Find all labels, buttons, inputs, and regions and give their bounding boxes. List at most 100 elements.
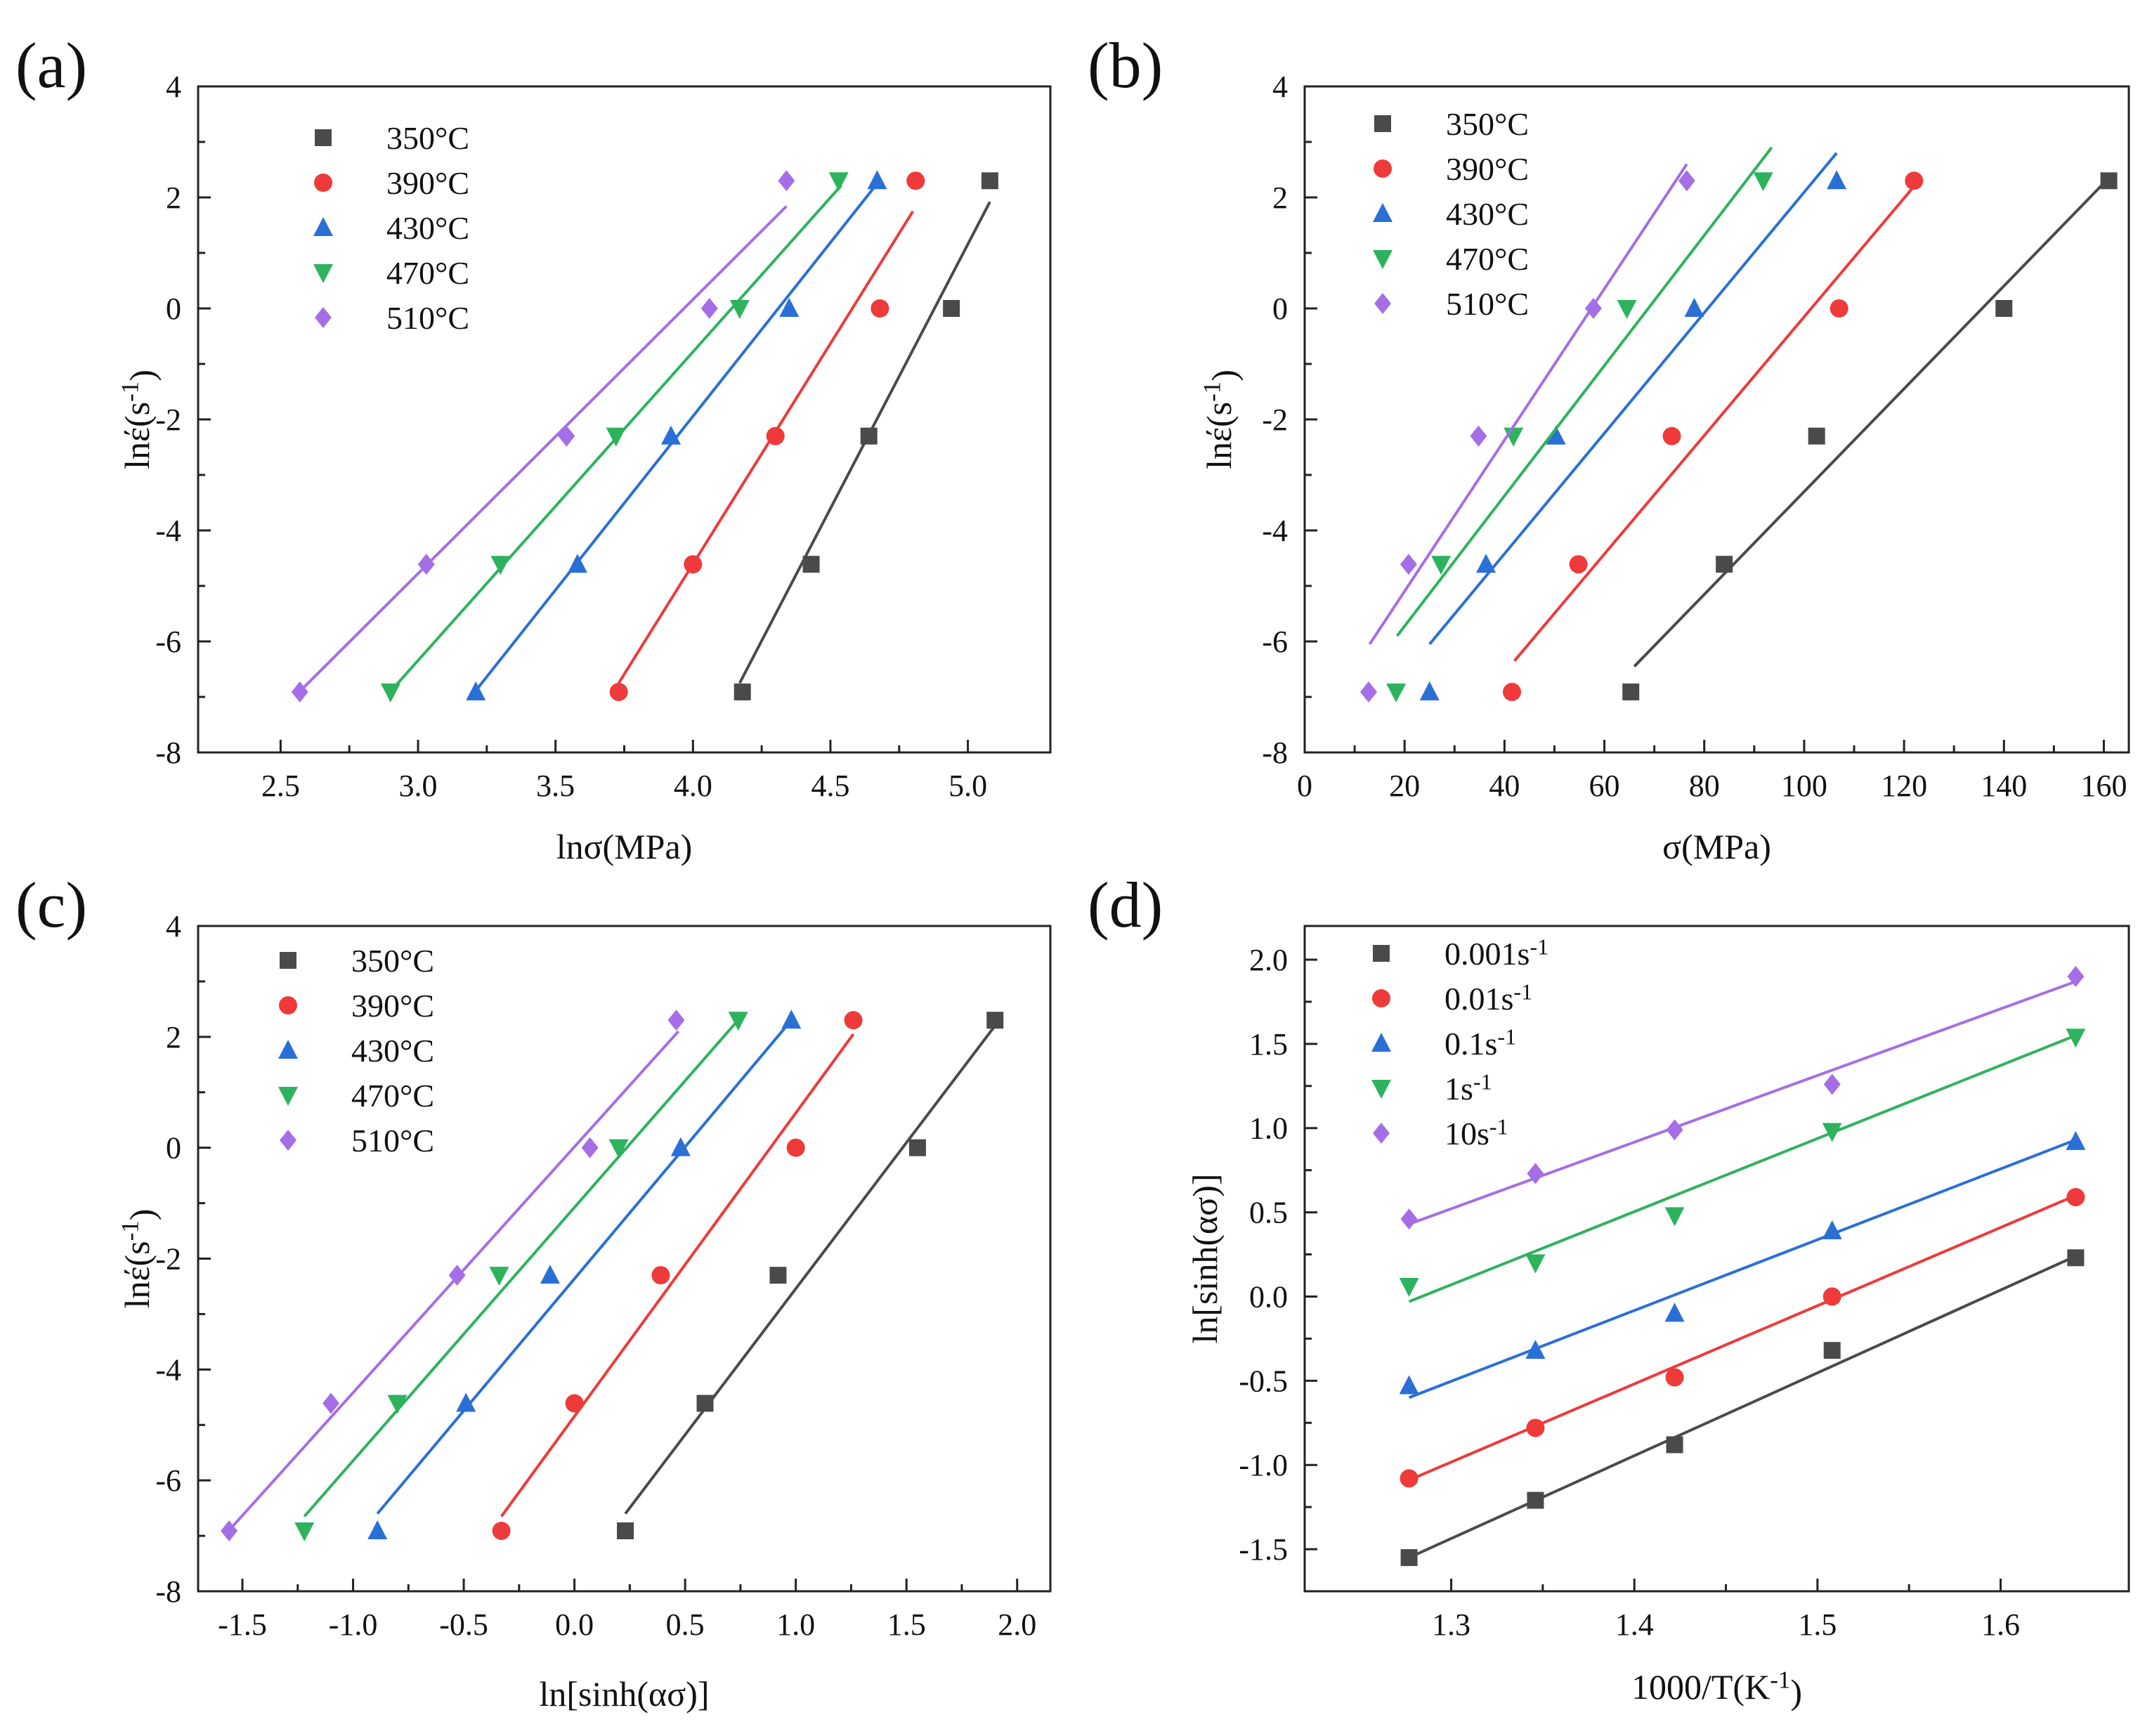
chart-panel-2: (b) 0 20 40 60 80 100 120 140 160 -8 -6 -4 -2 0 2 4 σ(MPa… — [1088, 30, 2130, 866]
legend-marker — [1371, 1033, 1391, 1052]
series-3 — [466, 170, 887, 700]
x-axis-title: lnσ(MPa) — [556, 827, 693, 866]
data-point — [1666, 1119, 1683, 1141]
series-3 — [367, 1010, 802, 1539]
data-point — [728, 1012, 748, 1031]
data-point — [786, 1138, 805, 1157]
data-point — [492, 1521, 511, 1540]
x-tick-label: 60 — [1589, 769, 1620, 803]
y-tick-label: 4 — [166, 70, 181, 104]
data-point — [1830, 299, 1848, 318]
x-tick-label: 2.0 — [998, 1607, 1036, 1642]
data-point — [448, 1265, 466, 1286]
x-tick-label: 1.5 — [1798, 1607, 1837, 1642]
data-point — [684, 555, 703, 574]
data-point — [2066, 1187, 2085, 1206]
legend-label: 470°C — [386, 255, 469, 291]
data-point — [1584, 298, 1602, 319]
data-point — [1823, 1073, 1841, 1095]
data-point — [1431, 556, 1452, 575]
legend-marker — [1373, 250, 1393, 269]
series-2 — [1400, 1187, 2085, 1488]
fit-line — [376, 1019, 793, 1515]
data-point — [1476, 554, 1496, 573]
data-point — [322, 1392, 340, 1414]
y-tick-label: 2 — [166, 1020, 181, 1055]
data-point — [781, 1010, 802, 1029]
data-point — [581, 1137, 599, 1159]
series-4 — [294, 1012, 748, 1541]
data-point — [1666, 1436, 1683, 1454]
data-point — [608, 1139, 629, 1159]
x-tick-label: 40 — [1489, 769, 1520, 803]
y-tick-label: 2.0 — [1249, 943, 1288, 977]
fit-line — [617, 210, 915, 684]
plot-frame — [1303, 925, 2130, 1593]
data-point — [729, 300, 750, 319]
data-point — [828, 172, 849, 192]
data-point — [908, 1139, 926, 1156]
series-2 — [492, 1011, 863, 1540]
y-axis-title: lnέ(s-1) — [116, 370, 162, 469]
legend-marker — [280, 1130, 296, 1151]
legend-marker — [1374, 159, 1392, 178]
data-point — [1503, 682, 1522, 701]
y-tick-label: -4 — [1262, 514, 1288, 548]
y-tick-label: -6 — [155, 625, 181, 659]
legend-label: 0.001s-1 — [1445, 934, 1548, 972]
legend-marker — [1374, 115, 1391, 132]
fit-line — [1633, 176, 2110, 667]
y-tick-label: -1.5 — [1239, 1532, 1288, 1567]
y-tick-label: 0.0 — [1249, 1279, 1288, 1314]
data-point — [1527, 1163, 1544, 1184]
series-5 — [1400, 965, 2085, 1230]
data-point — [778, 170, 795, 192]
data-point — [1822, 1287, 1841, 1306]
data-point — [1905, 171, 1924, 190]
panel-label: (c) — [15, 869, 87, 941]
legend-label: 0.01s-1 — [1445, 979, 1532, 1017]
x-tick-label: 160 — [2080, 769, 2127, 803]
fit-line — [1428, 152, 1838, 646]
data-point — [870, 299, 889, 318]
data-point — [667, 1010, 685, 1031]
data-point — [1827, 170, 1847, 190]
legend-marker — [278, 1040, 298, 1059]
data-point — [1386, 683, 1407, 703]
x-tick-label: 20 — [1389, 769, 1420, 803]
y-tick-label: -2 — [155, 1242, 181, 1277]
x-axis-title: 1000/T(K-1) — [1631, 1666, 1802, 1711]
y-axis-title: lnέ(s-1) — [1198, 370, 1244, 469]
data-point — [769, 1267, 787, 1284]
fit-line — [1408, 980, 2077, 1226]
data-point — [1569, 555, 1588, 574]
legend-label: 510°C — [386, 300, 469, 336]
series-1 — [1400, 1249, 2085, 1567]
legend-label: 470°C — [1446, 241, 1529, 277]
data-point — [943, 300, 960, 317]
legend-marker — [279, 996, 297, 1014]
x-tick-label: 0.5 — [666, 1607, 705, 1642]
fit-line — [299, 205, 788, 693]
legend-marker — [315, 129, 332, 146]
data-point — [2067, 965, 2085, 987]
chart-panel-3: (c) -1.5 -1.0 -0.5 0.0 0.5 1.0 1.5 2.0 -8 -6 -4 -2 0 2… — [15, 869, 1052, 1714]
fit-line — [303, 1016, 742, 1518]
x-tick-label: 120 — [1881, 769, 1927, 803]
data-point — [387, 1395, 407, 1414]
y-tick-label: -4 — [155, 514, 181, 548]
data-point — [1665, 1368, 1684, 1387]
data-point — [540, 1265, 560, 1284]
y-tick-label: 2 — [1272, 181, 1288, 215]
data-point — [466, 681, 486, 700]
y-tick-label: -6 — [1262, 625, 1288, 659]
x-tick-label: 80 — [1689, 769, 1720, 803]
data-point — [1525, 1340, 1546, 1359]
data-point — [456, 1392, 476, 1412]
x-axis-title: ln[sinh(ασ)] — [540, 1674, 710, 1714]
legend-marker — [278, 1087, 298, 1106]
y-axis-title: lnέ(s-1) — [116, 1209, 162, 1309]
data-point — [1527, 1492, 1544, 1509]
y-tick-label: -8 — [1262, 736, 1288, 770]
